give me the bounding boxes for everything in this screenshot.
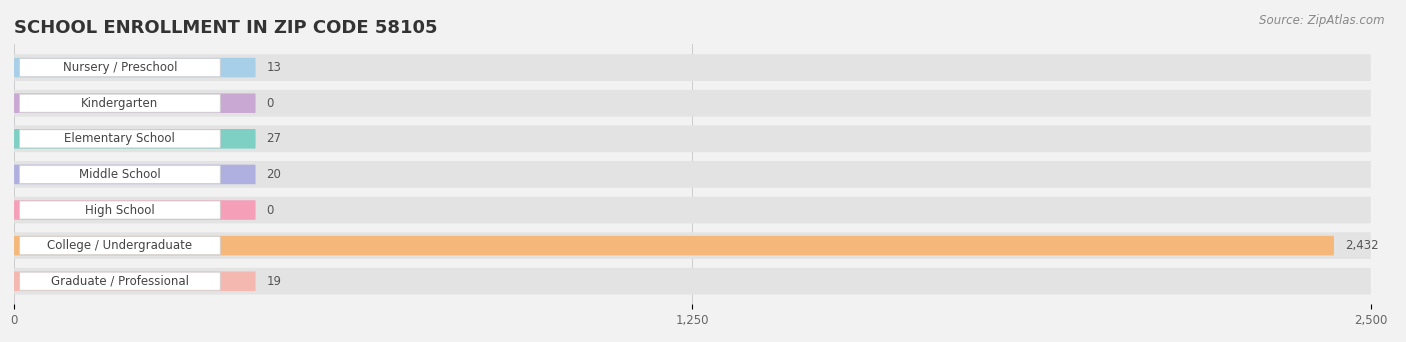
Text: SCHOOL ENROLLMENT IN ZIP CODE 58105: SCHOOL ENROLLMENT IN ZIP CODE 58105 <box>14 19 437 37</box>
Text: High School: High School <box>84 203 155 216</box>
Text: 19: 19 <box>266 275 281 288</box>
FancyBboxPatch shape <box>14 126 1371 152</box>
Text: 0: 0 <box>266 97 274 110</box>
FancyBboxPatch shape <box>20 165 221 184</box>
FancyBboxPatch shape <box>14 93 256 113</box>
Text: Elementary School: Elementary School <box>65 132 176 145</box>
FancyBboxPatch shape <box>14 200 256 220</box>
FancyBboxPatch shape <box>14 197 1371 223</box>
FancyBboxPatch shape <box>20 130 221 148</box>
FancyBboxPatch shape <box>14 272 256 291</box>
FancyBboxPatch shape <box>14 268 1371 294</box>
Text: 0: 0 <box>266 203 274 216</box>
FancyBboxPatch shape <box>14 129 256 149</box>
FancyBboxPatch shape <box>14 232 1371 259</box>
FancyBboxPatch shape <box>14 90 1371 117</box>
Text: 2,432: 2,432 <box>1344 239 1378 252</box>
Text: Source: ZipAtlas.com: Source: ZipAtlas.com <box>1260 14 1385 27</box>
FancyBboxPatch shape <box>14 165 256 184</box>
FancyBboxPatch shape <box>20 272 221 290</box>
FancyBboxPatch shape <box>20 58 221 77</box>
FancyBboxPatch shape <box>14 161 1371 188</box>
Text: Graduate / Professional: Graduate / Professional <box>51 275 188 288</box>
Text: Nursery / Preschool: Nursery / Preschool <box>63 61 177 74</box>
FancyBboxPatch shape <box>14 236 1334 255</box>
FancyBboxPatch shape <box>14 54 1371 81</box>
FancyBboxPatch shape <box>14 58 256 77</box>
Text: 13: 13 <box>266 61 281 74</box>
Text: 27: 27 <box>266 132 281 145</box>
Text: 20: 20 <box>266 168 281 181</box>
FancyBboxPatch shape <box>20 201 221 219</box>
Text: College / Undergraduate: College / Undergraduate <box>48 239 193 252</box>
FancyBboxPatch shape <box>20 237 221 255</box>
Text: Middle School: Middle School <box>79 168 160 181</box>
FancyBboxPatch shape <box>20 94 221 112</box>
Text: Kindergarten: Kindergarten <box>82 97 159 110</box>
